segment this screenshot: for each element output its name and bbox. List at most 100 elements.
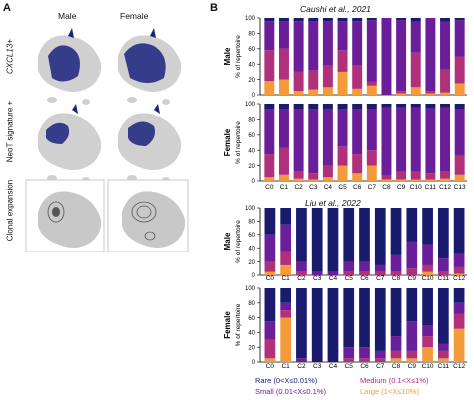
bar-segment-small bbox=[264, 109, 275, 155]
bar-segment-large bbox=[366, 165, 377, 181]
bar-segment-medium bbox=[352, 65, 363, 89]
bar-segment-large bbox=[264, 177, 275, 181]
bar-segment-medium bbox=[390, 350, 402, 359]
bar-segment-medium bbox=[343, 271, 355, 275]
bar-segment-rare bbox=[337, 18, 348, 22]
bar-segment-medium bbox=[322, 165, 333, 178]
bar-segment-small bbox=[454, 20, 465, 57]
bar-segment-large bbox=[422, 271, 433, 275]
bar-segment-rare bbox=[437, 288, 449, 344]
bar-segment-rare bbox=[390, 208, 402, 255]
category-label: C11 bbox=[438, 363, 450, 370]
bar-segment-medium bbox=[293, 170, 304, 179]
bar-segment-small bbox=[396, 20, 407, 92]
bar-segment-small bbox=[280, 224, 292, 252]
bar-segment-rare bbox=[352, 18, 363, 22]
bar-segment-small bbox=[322, 109, 333, 166]
category-label: C10 bbox=[410, 184, 422, 191]
sex-label: Female bbox=[223, 311, 232, 339]
y-tick-label: 80 bbox=[248, 32, 255, 38]
category-label: C5 bbox=[338, 184, 347, 191]
y-tick-label: 20 bbox=[248, 260, 255, 266]
category-label: C0 bbox=[266, 363, 275, 370]
bar-segment-small bbox=[296, 261, 307, 272]
bar-segment-large bbox=[337, 165, 348, 181]
bar-segment-medium bbox=[390, 271, 402, 275]
bar-segment-rare bbox=[422, 288, 433, 325]
y-tick-label: 0 bbox=[252, 273, 256, 279]
bar-segment-medium bbox=[322, 65, 333, 88]
bar-segment-large bbox=[280, 317, 292, 362]
bar-segment-rare bbox=[390, 288, 402, 337]
bar-segment-medium bbox=[381, 175, 392, 180]
category-label: C9 bbox=[408, 363, 417, 370]
bar-segment-medium bbox=[278, 147, 289, 175]
bar-segment-large bbox=[437, 358, 449, 362]
category-label: C8 bbox=[382, 184, 391, 191]
bar-segment-rare bbox=[311, 288, 323, 362]
bar-segment-medium bbox=[453, 313, 465, 329]
bar-segment-rare bbox=[374, 208, 386, 265]
category-label: C6 bbox=[360, 363, 369, 370]
category-label: C4 bbox=[329, 363, 338, 370]
bar-segment-medium bbox=[422, 264, 433, 272]
bar-segment-rare bbox=[278, 104, 289, 110]
bar-segment-medium bbox=[410, 52, 421, 88]
bar-segment-medium bbox=[296, 271, 307, 275]
bar-segment-rare bbox=[374, 288, 386, 351]
bar-segment-rare bbox=[437, 208, 449, 259]
y-tick-label: 40 bbox=[248, 62, 255, 68]
bar-segment-small bbox=[406, 321, 418, 351]
bar-segment-rare bbox=[406, 288, 418, 322]
umap-grid bbox=[25, 28, 189, 252]
bar-segment-small bbox=[390, 336, 402, 351]
bar-segment-large bbox=[264, 271, 276, 275]
bar-segment-rare bbox=[425, 104, 436, 109]
bar-segment-small bbox=[293, 109, 304, 171]
y-tick-label: 100 bbox=[245, 286, 256, 292]
y-axis-label: % of repertoire bbox=[235, 220, 242, 263]
bar-segment-large bbox=[425, 93, 436, 95]
bar-segment-rare bbox=[308, 18, 319, 22]
category-label: C2 bbox=[297, 363, 306, 370]
bar-segment-large bbox=[278, 174, 289, 181]
category-label: C6 bbox=[360, 275, 369, 282]
bar-segment-small bbox=[278, 109, 289, 148]
bar-segment-rare bbox=[296, 288, 307, 359]
category-label: C10 bbox=[422, 363, 434, 370]
category-label: C3 bbox=[309, 184, 318, 191]
bar-segment-rare bbox=[311, 208, 323, 272]
y-tick-label: 0 bbox=[252, 179, 256, 185]
bar-segment-medium bbox=[264, 339, 276, 359]
bar-segment-large bbox=[308, 89, 319, 95]
bar-segment-medium bbox=[264, 50, 275, 82]
bar-segment-large bbox=[280, 264, 292, 275]
y-tick-label: 40 bbox=[248, 148, 255, 154]
bar-segment-medium bbox=[406, 268, 418, 275]
category-label: C11 bbox=[438, 275, 450, 282]
category-label: C4 bbox=[324, 184, 333, 191]
bar-segment-small bbox=[410, 21, 421, 53]
y-tick-label: 60 bbox=[248, 47, 255, 53]
bar-segment-medium bbox=[352, 154, 363, 174]
bar-segment-large bbox=[406, 358, 418, 362]
bar-segment-small bbox=[352, 21, 363, 66]
bar-segment-rare bbox=[280, 208, 292, 225]
category-label: C0 bbox=[266, 275, 275, 282]
bar-segment-small bbox=[366, 20, 377, 82]
bar-segment-large bbox=[410, 87, 421, 95]
bar-segment-medium bbox=[406, 350, 418, 359]
y-axis-label: % of repertoire bbox=[235, 121, 242, 164]
bar-segment-small bbox=[437, 258, 449, 272]
bar-segment-large bbox=[390, 358, 402, 362]
bar-segment-large bbox=[352, 88, 363, 95]
bar-segment-rare bbox=[359, 208, 370, 262]
bar-segment-rare bbox=[343, 208, 355, 262]
bar-segment-small bbox=[308, 109, 319, 174]
bar-segment-rare bbox=[366, 18, 377, 21]
column-header-male: Male bbox=[58, 11, 77, 21]
bar-segment-large bbox=[308, 179, 319, 181]
bar-segment-small bbox=[343, 347, 355, 359]
bar-segment-medium bbox=[278, 48, 289, 80]
bar-segment-rare bbox=[396, 18, 407, 21]
